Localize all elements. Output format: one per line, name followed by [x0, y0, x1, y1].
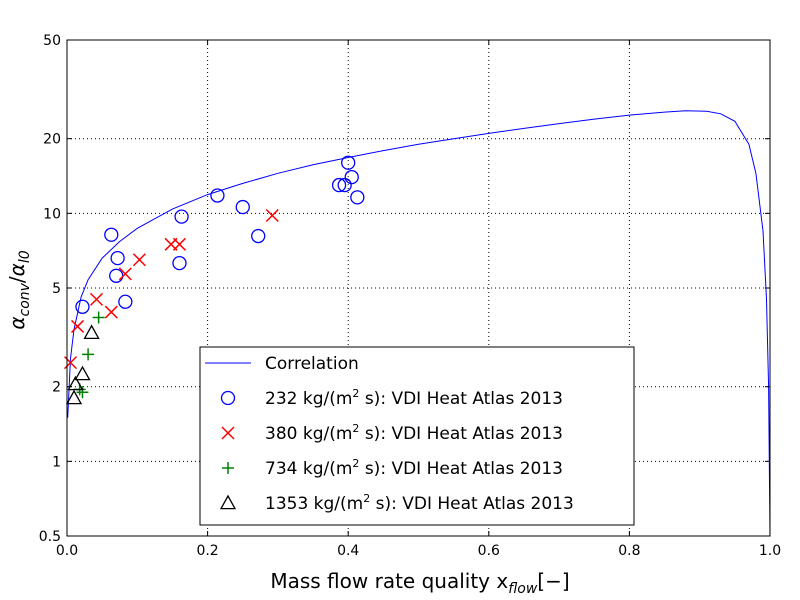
y-tick-label: 2 [52, 380, 61, 396]
y-tick-label: 1 [52, 454, 61, 470]
plus-data-point [76, 386, 89, 399]
x-tick-label: 0.4 [337, 543, 359, 559]
x-tick-label: 0.2 [196, 543, 218, 559]
circle-data-point [235, 199, 250, 215]
circle-data-point [344, 169, 359, 185]
legend-label: Correlation [265, 354, 359, 374]
legend-triangle-swatch [219, 494, 237, 510]
triangle-data-point [83, 324, 100, 340]
x-tick-label: 1.0 [759, 543, 781, 559]
legend-circle-swatch [220, 390, 236, 406]
correlation-line [67, 110, 771, 537]
legend-label: 380 kg/(m2 s): VDI Heat Atlas 2013 [265, 422, 563, 444]
x-axis-label-subscript: flow [508, 581, 538, 597]
x-tick-label: 0.0 [56, 543, 78, 559]
grid [67, 40, 770, 536]
triangle-data-point [65, 389, 83, 405]
circle-data-point [75, 299, 90, 314]
x-data-point [265, 208, 279, 223]
circle-data-point [350, 190, 365, 205]
circle-data-point [337, 177, 352, 193]
y-tick-label: 10 [43, 206, 61, 222]
circle-data-point [341, 155, 356, 170]
legend: Correlation 232 kg/(m2 s): VDI Heat Atlas… [199, 346, 635, 526]
legend-box [199, 346, 635, 526]
y-tick-label: 50 [43, 33, 61, 49]
circle-data-point [210, 188, 225, 203]
y-axis-label: αconv/αl0 [5, 250, 33, 329]
x-data-point [132, 253, 146, 267]
legend-plus-swatch [222, 462, 234, 474]
x-data-point [172, 237, 187, 251]
y-tick-label: 0.5 [39, 529, 61, 545]
triangle-data-point [67, 375, 84, 391]
axis-ticks: 0.0 0.2 0.4 0.6 0.8 1.0 0.5 1 2 5 10 20 50 [39, 33, 781, 559]
legend-label: 232 kg/(m2 s): VDI Heat Atlas 2013 [265, 387, 563, 409]
y-tick-label: 20 [43, 132, 61, 148]
plus-data-point [82, 348, 95, 361]
circle-data-point [118, 294, 133, 309]
circle-data-point [172, 255, 187, 271]
circle-data-point [251, 228, 266, 244]
x-data-point [118, 267, 132, 281]
triangle-data-point [74, 365, 91, 381]
x-data-point [89, 292, 104, 306]
correlation-series [67, 110, 771, 537]
circle-data-point [331, 177, 347, 193]
legend-x-swatch [221, 426, 235, 440]
x-tick-label: 0.6 [478, 543, 500, 559]
legend-label: 1353 kg/(m2 s): VDI Heat Atlas 2013 [265, 492, 574, 514]
circle-data-point [174, 209, 189, 224]
x-tick-label: 0.8 [618, 543, 640, 559]
circle-data-point [104, 227, 119, 242]
circle-data-point [110, 250, 125, 266]
x-axis-label-tail: [−] [537, 569, 569, 593]
x-data-point [71, 319, 85, 333]
y-tick-label: 5 [52, 281, 61, 297]
x-axis-label: Mass flow rate quality xflow[−] [270, 569, 569, 597]
plus-data-point [92, 311, 105, 324]
legend-label: 734 kg/(m2 s): VDI Heat Atlas 2013 [265, 457, 563, 479]
x-data-point [104, 305, 118, 319]
scatter-series [63, 155, 365, 405]
